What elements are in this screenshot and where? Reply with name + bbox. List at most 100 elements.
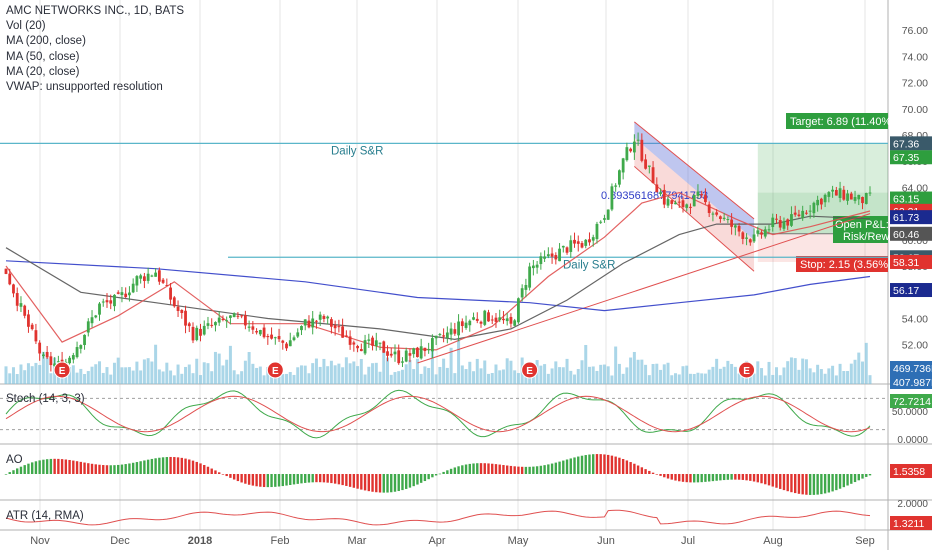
volume-bar (112, 362, 116, 384)
ao-bar (330, 474, 333, 484)
atr-pane-label[interactable]: ATR (14, RMA) (6, 510, 84, 522)
ao-bar (850, 474, 853, 484)
candle-body (644, 159, 647, 169)
volume-bar (554, 361, 558, 384)
ao-bar (165, 457, 169, 474)
volume-bar (700, 373, 704, 384)
candle-body (689, 206, 692, 208)
volume-bar (621, 373, 625, 384)
candle-body (90, 317, 94, 324)
indicator-panes (0, 389, 888, 526)
volume-bar (266, 367, 270, 384)
ao-bar (749, 474, 752, 481)
volume-bar (696, 372, 700, 384)
ao-bar (371, 474, 374, 492)
ao-bar (180, 457, 183, 474)
volume-bar (45, 357, 49, 384)
legend-ma50[interactable]: MA (50, close) (6, 50, 80, 63)
time-tick-9: Aug (763, 535, 783, 547)
time-tick-7: Jun (597, 535, 615, 547)
earnings-marker-0 (53, 361, 71, 379)
ao-bar (865, 474, 868, 477)
ao-bar (838, 474, 842, 489)
candle-body (483, 310, 487, 325)
ao-pane-label[interactable]: AO (6, 454, 23, 466)
ao-bar (191, 460, 195, 474)
stoch-pane-label[interactable]: Stoch (14, 3, 3) (6, 393, 85, 405)
ao-bar (644, 469, 647, 474)
candle-body (621, 158, 625, 173)
volume-tag-1: 407.987K (893, 377, 932, 389)
volume-bar (748, 371, 752, 384)
legend-vol[interactable]: Vol (20) (6, 20, 46, 33)
volume-bar (842, 371, 846, 384)
ao-bar (161, 457, 165, 474)
candle-body (812, 202, 816, 214)
ao-bar (569, 458, 572, 474)
ao-bar (262, 474, 266, 488)
candle-body (113, 294, 116, 307)
candle-body (685, 204, 689, 208)
ao-bar (517, 466, 520, 474)
volume-bar (659, 369, 663, 384)
open-pl-box (833, 216, 888, 243)
candle-body (775, 218, 778, 220)
candle-body (546, 254, 550, 257)
volume-bar (142, 359, 146, 384)
legend-ma200[interactable]: MA (200, close) (6, 35, 86, 48)
volume-bar (41, 351, 45, 384)
support-resistance-levels[interactable]: Daily S&R Daily S&R (0, 142, 888, 271)
legend-vwap[interactable]: VWAP: unsupported resolution (6, 81, 163, 94)
ao-bar (550, 463, 554, 474)
candle-body (857, 194, 861, 200)
ao-bar (520, 466, 524, 474)
candle-body (767, 229, 771, 231)
ao-bar (846, 474, 849, 486)
volume-bar (453, 373, 457, 384)
candle-body (101, 301, 105, 303)
stoch-d-line (5, 395, 871, 433)
volume-bar (726, 360, 730, 384)
candle-body (808, 210, 812, 212)
volume-bar (767, 361, 771, 384)
ao-bar (318, 474, 322, 483)
time-tick-3: Feb (271, 535, 290, 547)
ao-bar (277, 474, 281, 487)
volume-bar (19, 364, 23, 384)
candle-body (786, 219, 790, 226)
candle-body (266, 336, 270, 338)
level-label-lower: Daily S&R (563, 259, 615, 271)
volume-bar (812, 372, 816, 384)
ao-bar (98, 464, 101, 474)
ao-bar (83, 462, 86, 474)
volume-bar (685, 365, 689, 384)
candle-body (247, 326, 251, 328)
volume-bar (285, 373, 289, 384)
volume-bar (352, 361, 356, 384)
ao-bar (75, 461, 79, 474)
price-tag-0-box (890, 136, 932, 151)
time-axis[interactable]: Nov Dec 2018 Feb Mar Apr May Jun Jul Aug Sep (30, 535, 875, 547)
volume-bar (86, 371, 90, 384)
candle-body (498, 317, 502, 321)
ao-bar (333, 474, 337, 484)
legend-ma20[interactable]: MA (20, close) (6, 65, 80, 78)
ao-bar (823, 474, 827, 494)
risk-reward-label: Risk/Rewa (843, 231, 896, 243)
volume-bar (868, 375, 872, 384)
candle-body (367, 339, 371, 341)
volume-bar (737, 373, 741, 384)
volume-bar (303, 365, 307, 384)
ao-bar (719, 474, 722, 481)
ao-bar (565, 459, 569, 474)
ao-bar (786, 474, 789, 492)
candle-body (472, 317, 475, 320)
candle-body (487, 312, 490, 322)
ao-bar (737, 474, 741, 480)
volume-bar (722, 366, 726, 384)
candle-body (711, 213, 715, 215)
candle-body (636, 139, 640, 141)
candle-body (576, 241, 580, 244)
